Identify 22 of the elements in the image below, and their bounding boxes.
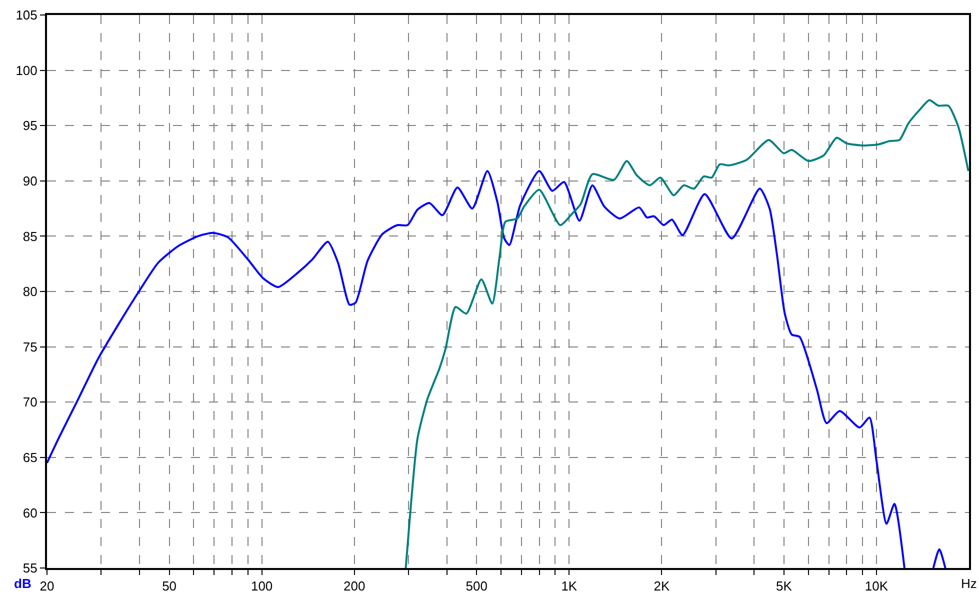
y-tick-label: 70 — [22, 394, 38, 410]
y-tick-label: 60 — [22, 505, 38, 520]
y-tick-label: 65 — [22, 450, 38, 465]
x-tick-label: 100 — [250, 578, 273, 594]
y-tick-label: 90 — [22, 173, 38, 188]
x-tick-label: 200 — [343, 578, 366, 594]
x-tick-label: 2K — [654, 578, 670, 594]
x-tick-label: 500 — [466, 578, 488, 594]
y-tick-label: 85 — [22, 228, 38, 244]
x-tick-label: 1K — [561, 578, 578, 594]
y-tick-label: 105 — [16, 8, 38, 23]
x-tick-label: 5K — [776, 578, 792, 594]
x-tick-label: 50 — [162, 578, 177, 594]
y-tick-label: 95 — [22, 118, 38, 134]
x-tick-label: 20 — [40, 578, 54, 594]
y-axis-title: dB — [14, 576, 32, 591]
y-tick-label: 55 — [22, 560, 38, 576]
y-tick-label: 75 — [22, 339, 38, 354]
x-axis-title: Hz — [961, 576, 977, 591]
x-tick-label: 10K — [864, 578, 888, 594]
y-tick-label: 100 — [16, 62, 38, 78]
y-tick-label: 80 — [22, 284, 38, 300]
